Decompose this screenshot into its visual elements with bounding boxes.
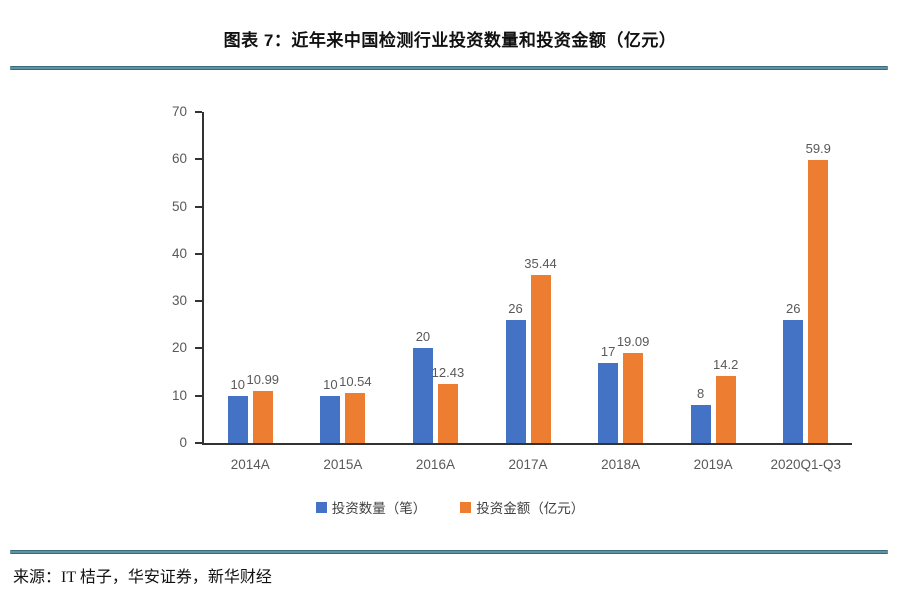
y-axis-tick-label: 30: [171, 293, 187, 309]
bar-group: 10 10.54 2015A: [297, 112, 390, 472]
x-axis-label: 2020Q1-Q3: [770, 457, 842, 472]
bar-value-label: 59.9: [805, 140, 831, 156]
legend-swatch-count: [315, 501, 327, 513]
bar-value-label: 8: [697, 386, 705, 402]
bar-investment-count: 8: [690, 386, 711, 443]
bar-value-label: 20: [415, 329, 431, 345]
y-axis-tick-label: 40: [171, 245, 187, 261]
y-axis-tick-label: 20: [171, 340, 187, 356]
x-axis-label: 2017A: [508, 457, 548, 472]
bar-investment-amount: 12.43: [432, 365, 464, 443]
bar-investment-amount: 10.99: [247, 372, 279, 443]
y-axis-tick-mark: [195, 442, 202, 444]
source-note: 来源：IT 桔子，华安证券，新华财经: [13, 569, 272, 586]
legend-item-amount: 投资金额（亿元）: [460, 497, 584, 517]
y-axis-tick-mark: [195, 394, 202, 397]
x-axis-label: 2014A: [230, 457, 270, 472]
bar-group: 10 10.99 2014A: [204, 112, 297, 472]
y-axis-tick-label: 60: [171, 151, 187, 167]
y-axis: 0 10 20 30 40 50 60 70: [140, 104, 202, 450]
bar-group: 17 19.09 2018A: [574, 112, 667, 472]
bar-investment-count: 10: [227, 377, 248, 443]
x-axis-label: 2018A: [601, 457, 641, 472]
x-axis-label: 2015A: [323, 457, 363, 472]
top-divider: [10, 66, 888, 70]
y-axis-tick-mark: [195, 347, 202, 350]
y-axis-tick-label: 70: [171, 104, 187, 119]
bar-value-label: 10: [323, 376, 338, 392]
y-axis-tick-mark: [195, 252, 202, 255]
bar-value-label: 10: [230, 376, 246, 392]
legend-item-count: 投资数量（笔）: [315, 497, 427, 517]
y-axis-tick-label: 0: [179, 435, 187, 450]
bar-value-label: 35.44: [524, 256, 557, 272]
bar-group: 20 12.43 2016A: [389, 112, 482, 472]
bar-value-label: 10.54: [339, 374, 372, 390]
bar-investment-count: 17: [598, 344, 619, 443]
y-axis-tick-mark: [195, 158, 202, 161]
bottom-divider: [10, 550, 888, 554]
y-axis-tick-label: 50: [171, 198, 187, 214]
bar-group: 26 35.44 2017A: [482, 112, 575, 472]
y-axis-tick-mark: [195, 300, 202, 303]
bar-investment-amount: 59.9: [806, 141, 831, 443]
bar-value-label: 10.99: [246, 372, 280, 388]
y-axis-tick-label: 10: [171, 387, 187, 403]
bar-investment-count: 26: [783, 301, 804, 443]
legend-label-amount: 投资金额（亿元）: [476, 501, 585, 516]
legend-swatch-amount: [460, 501, 472, 513]
plot-area: 10 10.99 2014A 10 10.54 2015A 20 12.43 2016A 26 35…: [202, 112, 852, 472]
chart-title: 图表 7：近年来中国检测行业投资数量和投资金额（亿元）: [223, 31, 677, 50]
bar-investment-count: 26: [505, 301, 526, 443]
legend: 投资数量（笔） 投资金额（亿元）: [0, 497, 900, 517]
bar-investment-amount: 14.2: [713, 357, 738, 443]
bar-value-label: 26: [508, 301, 523, 317]
bar-investment-count: 20: [412, 329, 433, 443]
x-axis-label: 2016A: [415, 457, 455, 472]
bar-investment-amount: 19.09: [617, 334, 649, 443]
bar-value-label: 26: [786, 301, 801, 317]
bar-value-label: 17: [600, 343, 616, 359]
bar-investment-count: 10: [320, 377, 341, 443]
bar-group: 26 59.9 2020Q1-Q3: [759, 112, 852, 472]
bar-value-label: 12.43: [431, 365, 465, 381]
y-axis-tick-mark: [195, 111, 202, 113]
bar-value-label: 19.09: [616, 333, 650, 349]
bar-group: 8 14.2 2019A: [667, 112, 760, 472]
legend-label-count: 投资数量（笔）: [331, 501, 427, 516]
bar-value-label: 14.2: [713, 356, 739, 372]
x-axis-label: 2019A: [693, 457, 733, 472]
y-axis-tick-mark: [195, 205, 202, 208]
bar-investment-amount: 35.44: [524, 256, 557, 443]
bar-investment-amount: 10.54: [339, 374, 372, 443]
